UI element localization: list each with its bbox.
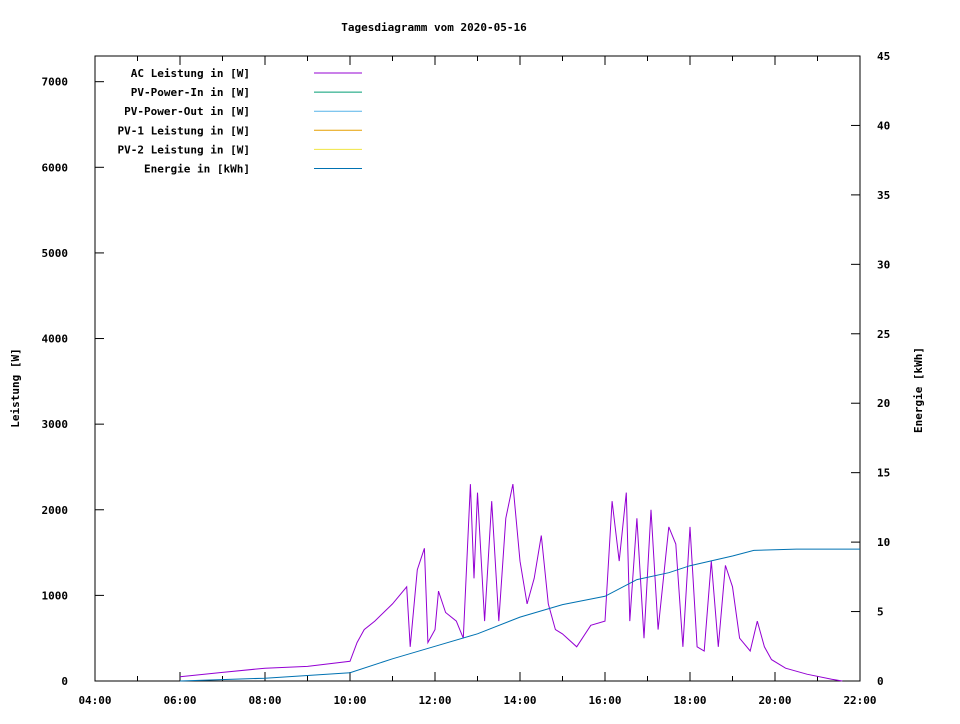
legend-label: Energie in [kWh] — [144, 163, 250, 176]
x-tick-label: 22:00 — [843, 694, 876, 707]
x-tick-label: 04:00 — [78, 694, 111, 707]
series-line-0 — [180, 484, 842, 681]
y-tick-label: 7000 — [42, 76, 69, 89]
x-tick-label: 20:00 — [758, 694, 791, 707]
legend-label: PV-Power-Out in [W] — [124, 105, 250, 118]
y2-tick-label: 5 — [877, 606, 884, 619]
y2-tick-label: 35 — [877, 189, 890, 202]
y2-tick-label: 0 — [877, 675, 884, 688]
x-tick-label: 16:00 — [588, 694, 621, 707]
y-tick-label: 0 — [61, 675, 68, 688]
y2-tick-label: 30 — [877, 258, 890, 271]
legend: AC Leistung in [W] PV-Power-In in [W] PV-P… — [118, 67, 362, 176]
y-tick-label: 5000 — [42, 247, 69, 260]
y-axis-label: Leistung [W] — [9, 348, 22, 427]
x-tick-label: 18:00 — [673, 694, 706, 707]
y-tick-label: 2000 — [42, 504, 69, 517]
chart-title: Tagesdiagramm vom 2020-05-16 — [341, 21, 527, 34]
x-tick-label: 14:00 — [503, 694, 536, 707]
y2-tick-label: 20 — [877, 397, 890, 410]
y2-tick-label: 15 — [877, 467, 890, 480]
x-tick-label: 06:00 — [163, 694, 196, 707]
y-tick-label: 4000 — [42, 333, 69, 346]
legend-label: PV-Power-In in [W] — [131, 86, 250, 99]
y-tick-label: 3000 — [42, 418, 69, 431]
y2-tick-label: 45 — [877, 50, 890, 63]
series-line-5 — [180, 549, 860, 681]
legend-label: AC Leistung in [W] — [131, 67, 250, 80]
y2-tick-label: 25 — [877, 328, 890, 341]
y-tick-label: 6000 — [42, 161, 69, 174]
y-tick-label: 1000 — [42, 589, 69, 602]
x-tick-label: 10:00 — [333, 694, 366, 707]
y2-axis-label: Energie [kWh] — [912, 347, 925, 433]
y2-tick-label: 10 — [877, 536, 890, 549]
y2-tick-label: 40 — [877, 119, 890, 132]
x-tick-label: 12:00 — [418, 694, 451, 707]
legend-label: PV-1 Leistung in [W] — [118, 124, 250, 137]
x-tick-label: 08:00 — [248, 694, 281, 707]
legend-label: PV-2 Leistung in [W] — [118, 143, 250, 156]
